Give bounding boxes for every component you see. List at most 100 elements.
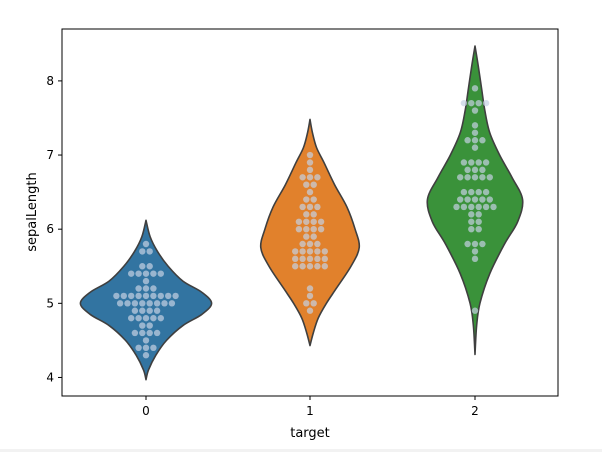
x-axis: 0 1 2 bbox=[142, 396, 479, 418]
swarm-point bbox=[299, 203, 306, 211]
swarm-point bbox=[475, 159, 482, 166]
swarm-point bbox=[139, 263, 146, 270]
swarm-point bbox=[486, 196, 493, 203]
swarm-point bbox=[142, 285, 150, 292]
swarm-point bbox=[460, 188, 468, 196]
swarm-point bbox=[453, 203, 460, 211]
swarm-point bbox=[471, 174, 479, 181]
swarm-point bbox=[306, 159, 314, 166]
swarm-point bbox=[479, 196, 486, 203]
swarm-point bbox=[464, 166, 471, 174]
swarm-point bbox=[479, 174, 486, 181]
swarm-point bbox=[314, 240, 321, 248]
swarm-point bbox=[471, 240, 479, 248]
violins-layer bbox=[79, 45, 524, 381]
swarm-point bbox=[303, 300, 310, 307]
swarm-point bbox=[482, 159, 490, 166]
swarm-point bbox=[150, 314, 157, 322]
swarm-point bbox=[135, 314, 142, 322]
swarm-point bbox=[471, 196, 479, 203]
swarm-point bbox=[142, 270, 150, 277]
swarm-point bbox=[146, 263, 153, 270]
swarm-point bbox=[468, 159, 475, 166]
swarm-point bbox=[142, 352, 150, 359]
swarm-point bbox=[471, 85, 479, 92]
swarm-point bbox=[460, 99, 468, 107]
swarm-point bbox=[120, 292, 128, 300]
swarm-point bbox=[150, 344, 157, 352]
swarm-point bbox=[131, 300, 139, 307]
y-tick-label: 7 bbox=[46, 148, 54, 162]
swarm-point bbox=[135, 285, 142, 292]
window-bottom-strip bbox=[0, 449, 602, 452]
swarm-point bbox=[471, 307, 479, 314]
swarm-point bbox=[168, 300, 176, 307]
swarm-point bbox=[457, 196, 464, 203]
swarm-point bbox=[317, 225, 325, 233]
swarm-point bbox=[157, 314, 164, 322]
swarm-point bbox=[161, 300, 168, 307]
swarm-point bbox=[490, 203, 497, 211]
swarm-point bbox=[460, 203, 468, 211]
swarm-point bbox=[139, 300, 146, 307]
swarm-point bbox=[482, 188, 490, 196]
swarm-point bbox=[464, 174, 471, 181]
swarm-point bbox=[299, 240, 306, 248]
swarm-point bbox=[139, 322, 146, 329]
swarm-point bbox=[310, 181, 317, 188]
swarm-point bbox=[306, 203, 314, 211]
swarm-point bbox=[303, 211, 310, 218]
swarm-point bbox=[303, 218, 310, 225]
swarm-point bbox=[471, 248, 479, 255]
swarm-point bbox=[131, 329, 139, 337]
swarm-point bbox=[295, 218, 303, 225]
swarm-point bbox=[306, 151, 314, 159]
swarm-point bbox=[475, 218, 482, 225]
swarm-point bbox=[139, 329, 146, 337]
swarm-point bbox=[150, 270, 157, 277]
swarm-point bbox=[172, 292, 179, 300]
swarm-point bbox=[471, 166, 479, 174]
swarm-point bbox=[128, 314, 135, 322]
swarm-point bbox=[292, 263, 299, 270]
swarm-point bbox=[295, 225, 303, 233]
swarm-point bbox=[303, 225, 310, 233]
swarm-point bbox=[157, 292, 164, 300]
swarm-point bbox=[306, 174, 314, 181]
swarm-point bbox=[157, 270, 164, 277]
swarm-point bbox=[142, 277, 150, 285]
swarm-point bbox=[146, 322, 153, 329]
swarm-point bbox=[153, 329, 161, 337]
swarm-point bbox=[482, 99, 490, 107]
y-tick-label: 5 bbox=[46, 296, 54, 310]
swarm-point bbox=[153, 300, 161, 307]
x-axis-label: target bbox=[290, 426, 330, 441]
swarm-point bbox=[146, 307, 153, 314]
swarm-point bbox=[475, 225, 482, 233]
swarm-point bbox=[468, 203, 475, 211]
swarm-point bbox=[306, 285, 314, 292]
swarm-point bbox=[135, 344, 142, 352]
swarm-point bbox=[299, 248, 306, 255]
swarm-point bbox=[128, 292, 135, 300]
swarm-point bbox=[471, 107, 479, 114]
swarm-point bbox=[471, 255, 479, 263]
swarm-point bbox=[139, 307, 146, 314]
swarm-point bbox=[292, 255, 299, 263]
swarm-point bbox=[142, 240, 150, 248]
swarm-point bbox=[146, 248, 153, 255]
swarm-point bbox=[142, 292, 150, 300]
swarm-point bbox=[471, 137, 479, 144]
swarm-point bbox=[317, 218, 325, 225]
swarm-point bbox=[482, 203, 490, 211]
swarm-point bbox=[321, 248, 328, 255]
swarm-point bbox=[464, 240, 471, 248]
swarm-point bbox=[310, 225, 317, 233]
swarm-point bbox=[464, 137, 471, 144]
y-tick-label: 8 bbox=[46, 74, 54, 88]
swarm-point bbox=[306, 240, 314, 248]
swarm-point bbox=[142, 314, 150, 322]
violin-0 bbox=[79, 219, 213, 381]
swarm-point bbox=[299, 263, 306, 270]
